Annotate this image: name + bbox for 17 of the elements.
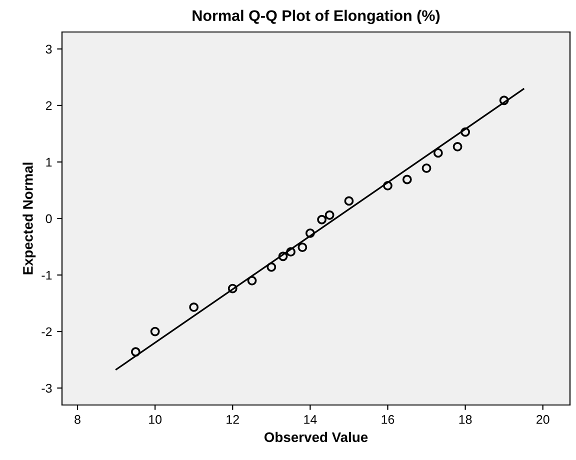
x-tick-label: 8: [74, 415, 80, 424]
x-tick-label: 14: [304, 415, 317, 424]
x-axis-title: Observed Value: [264, 432, 368, 442]
y-tick-label: 3: [46, 44, 52, 54]
y-tick-label: 2: [46, 101, 52, 110]
y-tick-label: -2: [42, 327, 52, 336]
x-tick-label: 16: [382, 415, 394, 424]
y-tick-label: 0: [46, 214, 52, 224]
x-tick-label: 12: [226, 415, 239, 424]
y-tick-label: -3: [42, 384, 52, 393]
y-axis-title: Expected Normal: [22, 162, 36, 274]
chart-title: Normal Q-Q Plot of Elongation (%): [192, 10, 440, 24]
x-tick-label: 10: [149, 415, 162, 424]
x-tick-label: 20: [536, 415, 550, 424]
y-tick-label: 1: [46, 158, 52, 167]
x-tick-label: 18: [459, 415, 472, 424]
y-tick-label: -1: [42, 270, 52, 280]
